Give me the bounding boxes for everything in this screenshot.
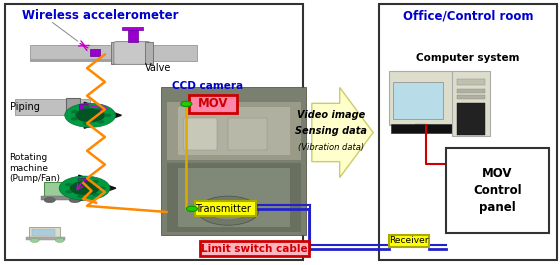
Circle shape	[104, 114, 111, 117]
Circle shape	[71, 110, 78, 113]
Text: Receiver: Receiver	[389, 236, 428, 245]
Text: CCD camera: CCD camera	[172, 81, 244, 91]
Circle shape	[83, 105, 90, 109]
Bar	[79, 104, 87, 111]
FancyBboxPatch shape	[446, 148, 549, 233]
Bar	[391, 124, 458, 132]
Circle shape	[65, 103, 115, 127]
FancyBboxPatch shape	[379, 4, 557, 260]
FancyBboxPatch shape	[200, 241, 309, 256]
Circle shape	[75, 108, 105, 122]
FancyBboxPatch shape	[452, 71, 491, 136]
Text: MOV: MOV	[198, 97, 228, 111]
Circle shape	[209, 201, 248, 220]
Bar	[26, 237, 66, 240]
Circle shape	[70, 181, 99, 195]
Bar	[167, 102, 301, 160]
Text: Limit switch cable: Limit switch cable	[201, 244, 307, 254]
FancyBboxPatch shape	[44, 182, 78, 196]
FancyBboxPatch shape	[189, 95, 236, 113]
Bar	[78, 178, 86, 184]
Text: Piping: Piping	[10, 102, 39, 112]
FancyBboxPatch shape	[195, 201, 256, 216]
Bar	[457, 80, 485, 85]
Circle shape	[198, 196, 259, 225]
Bar	[78, 183, 88, 188]
Circle shape	[77, 178, 84, 182]
Bar	[161, 87, 306, 235]
Circle shape	[30, 238, 39, 242]
Bar	[228, 118, 267, 150]
Bar	[15, 99, 90, 115]
Circle shape	[55, 238, 64, 242]
Text: Video image: Video image	[297, 110, 366, 120]
Bar	[457, 95, 485, 99]
FancyBboxPatch shape	[144, 42, 153, 64]
Bar	[41, 196, 86, 200]
Circle shape	[65, 190, 72, 193]
Bar	[30, 45, 114, 61]
Text: MOV
Control
panel: MOV Control panel	[473, 167, 522, 214]
FancyBboxPatch shape	[111, 42, 119, 64]
Bar	[457, 103, 485, 135]
FancyBboxPatch shape	[29, 227, 60, 237]
Text: Rotating
machine
(Pump/Fan): Rotating machine (Pump/Fan)	[10, 153, 60, 183]
Circle shape	[44, 197, 55, 203]
Circle shape	[186, 206, 198, 211]
FancyBboxPatch shape	[114, 42, 150, 64]
Bar	[167, 163, 301, 232]
Bar	[415, 124, 425, 129]
FancyBboxPatch shape	[389, 235, 429, 247]
Text: Transmitter: Transmitter	[195, 204, 250, 214]
Text: Sensing data: Sensing data	[295, 126, 367, 136]
FancyBboxPatch shape	[393, 82, 443, 119]
FancyBboxPatch shape	[389, 71, 455, 125]
Bar	[128, 29, 138, 42]
Circle shape	[97, 107, 105, 111]
Circle shape	[181, 101, 192, 107]
Circle shape	[92, 180, 99, 183]
Polygon shape	[79, 175, 116, 201]
Circle shape	[59, 176, 110, 200]
FancyBboxPatch shape	[5, 4, 304, 260]
Polygon shape	[85, 102, 122, 128]
Bar	[403, 128, 437, 131]
Bar	[178, 168, 290, 227]
Circle shape	[65, 183, 72, 186]
Polygon shape	[312, 87, 373, 178]
Bar	[184, 118, 217, 150]
Circle shape	[83, 122, 90, 125]
Bar	[67, 98, 81, 117]
FancyBboxPatch shape	[32, 229, 55, 236]
Circle shape	[77, 195, 84, 198]
Text: Computer system: Computer system	[416, 53, 520, 63]
Circle shape	[99, 187, 106, 190]
Text: Valve: Valve	[144, 63, 171, 73]
Text: (Vibration data): (Vibration data)	[298, 143, 365, 152]
Circle shape	[97, 120, 105, 123]
Bar	[122, 27, 143, 30]
Text: Office/Control room: Office/Control room	[403, 9, 533, 23]
Circle shape	[92, 193, 99, 196]
Circle shape	[71, 117, 78, 121]
Circle shape	[69, 197, 81, 203]
Bar	[457, 89, 485, 93]
Bar	[30, 59, 114, 61]
Bar	[90, 49, 100, 56]
Bar	[153, 45, 198, 61]
Bar	[178, 107, 290, 155]
Text: Wireless accelerometer: Wireless accelerometer	[22, 9, 178, 23]
